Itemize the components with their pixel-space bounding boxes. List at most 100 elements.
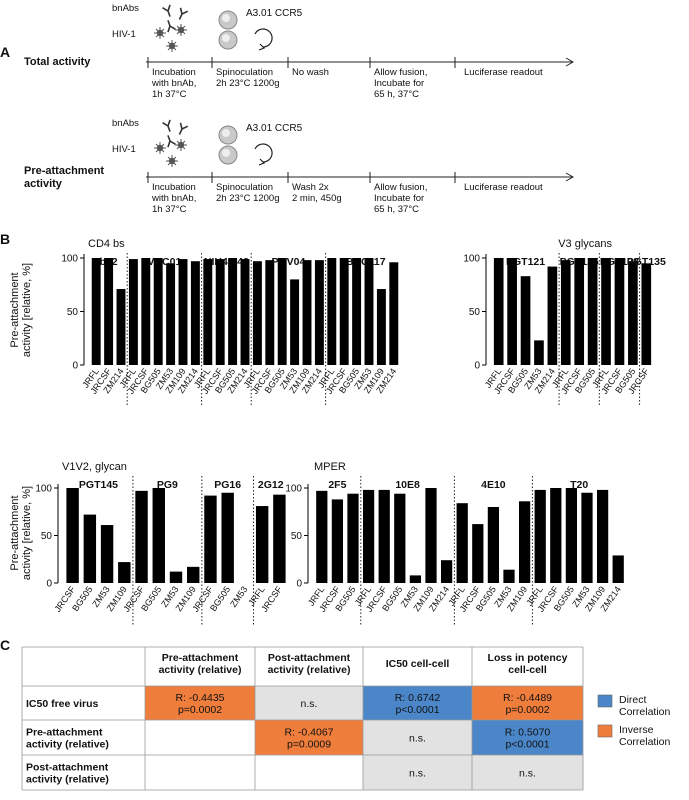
bar-VRC01-BG505 [153, 258, 163, 365]
row-header: Post-attachment [26, 762, 109, 774]
y-tick-label: 100 [463, 254, 480, 265]
bar-PGT128-JRFL [601, 258, 611, 365]
column-header: activity (relative) [268, 664, 351, 676]
cell-icon [218, 30, 238, 50]
y-tick-label: 50 [67, 307, 79, 318]
group-label: PG16 [214, 479, 241, 491]
column-header: activity (relative) [159, 664, 242, 676]
cell-value: R: -0.4435 [175, 692, 224, 704]
bar-chart: CD4 bs050100b12JRFLJRCSFZM214VRC01JRFLJR… [61, 238, 398, 407]
bar-PGV04-BG505 [277, 258, 287, 365]
legend-label: Correlation [619, 706, 671, 718]
legend-label: Inverse [619, 724, 654, 736]
step-label: 1h 37°C [152, 89, 187, 100]
antibody-shape [178, 122, 189, 135]
bar-PGT121-BG505 [520, 276, 531, 365]
panel-letter-c: C [0, 637, 10, 653]
step-label: with bnAb, [151, 78, 196, 89]
bar-NIH45-46-JRCSF [215, 259, 225, 365]
cell-value: R: 0.6742 [395, 692, 441, 704]
antibody-icon [178, 122, 189, 135]
bar-PGT128-JRCSF [614, 258, 625, 365]
virus-spikes [175, 24, 187, 36]
step-label: Spinoculation [216, 182, 273, 193]
virus-icon [154, 142, 166, 154]
cell-line-label: A3.01 CCR5 [246, 8, 303, 19]
virus-icon [175, 139, 187, 151]
bar-VRC01-JRCSF [141, 258, 151, 365]
y-tick-label: 100 [35, 484, 52, 495]
bar-PG16-BG505 [221, 492, 234, 583]
cell-value: n.s. [519, 768, 536, 780]
step-label: 2 min, 450g [292, 193, 342, 204]
column-header: cell-cell [508, 664, 547, 676]
y-tick-label: 0 [296, 579, 302, 590]
virus-icon [166, 40, 178, 52]
schematic-row: Total activity bnAbs HIV-1 A3.01 CCR5 Incuba… [24, 3, 575, 100]
bar-4E10-ZM109 [518, 501, 531, 583]
bar-PGT125-BG505 [587, 258, 598, 365]
antibody-icon [167, 135, 176, 148]
column-header: Pre-attachment [162, 652, 239, 664]
antibody-shape [167, 135, 176, 148]
panel-letter-a: A [0, 44, 10, 60]
bar-PG16-JRCSF [204, 495, 217, 583]
bar-NIH45-46-ZM214 [240, 259, 250, 365]
column-header: Post-attachment [268, 652, 351, 664]
cell-highlight [222, 34, 230, 42]
row-header: Pre-attachment [26, 727, 103, 739]
legend-swatch-inverse [597, 724, 613, 738]
y-tick-label: 100 [61, 254, 78, 265]
step-label: Wash 2x [292, 182, 329, 193]
rotation-arrow-icon [254, 143, 273, 163]
antibody-icon [162, 4, 171, 17]
cell-value: p<0.0001 [395, 704, 439, 716]
group-label: PGT145 [79, 479, 118, 491]
step-label: Incubate for [374, 193, 424, 204]
table-cell-direct [363, 686, 472, 720]
step-label: 65 h, 37°C [374, 89, 419, 100]
row-header: IC50 cell-cell [26, 0, 90, 3]
bar-VRC01-ZM109 [178, 259, 188, 365]
bar-T20-JRFL [534, 489, 546, 583]
bnabs-label: bnAbs [112, 3, 139, 14]
bar-T20-JRCSF [550, 488, 562, 583]
y-tick-label: 50 [469, 307, 481, 318]
bar-b12-JRFL [91, 258, 101, 365]
bar-PG9-BG505 [152, 488, 165, 583]
antibody-shape [178, 7, 189, 20]
step-label: Incubation [152, 67, 196, 78]
step-label: 2h 23°C 1200g [216, 193, 280, 204]
rotation-arrowhead [258, 43, 266, 51]
x-tick-label: ZM53 [228, 584, 249, 609]
bar-3BNC117-BG505 [352, 258, 362, 365]
bar-10E8-ZM109 [425, 488, 437, 583]
virus-icon [175, 24, 187, 36]
bar-b12-ZM214 [116, 289, 126, 365]
cell-value: n.s. [519, 0, 536, 3]
antibody-shape [167, 20, 176, 33]
step-label: 2h 23°C 1200g [216, 78, 280, 89]
bar-PGT121-ZM214 [547, 266, 558, 365]
virus-spikes [166, 40, 178, 52]
bar-PG9-ZM53 [169, 571, 183, 583]
row-label: Pre-attachment [24, 165, 104, 177]
step-label: Allow fusion, [374, 67, 427, 78]
bar-T20-ZM214 [612, 555, 624, 583]
group-label: 10E8 [395, 479, 420, 491]
chart-title: MPER [314, 461, 346, 473]
row-label: Total activity [24, 56, 91, 68]
y-axis-label: Pre-attachment [9, 495, 21, 570]
bar-2F5-JRFL [316, 490, 328, 583]
bar-2F5-BG505 [347, 493, 359, 583]
bar-PGT145-ZM109 [118, 562, 131, 583]
cell-value: n.s. [409, 733, 426, 745]
virus-spikes [166, 155, 178, 167]
bar-PGV04-ZM109 [302, 260, 312, 365]
bar-PG9-JRCSF [135, 490, 148, 583]
hiv-label: HIV-1 [112, 144, 136, 155]
